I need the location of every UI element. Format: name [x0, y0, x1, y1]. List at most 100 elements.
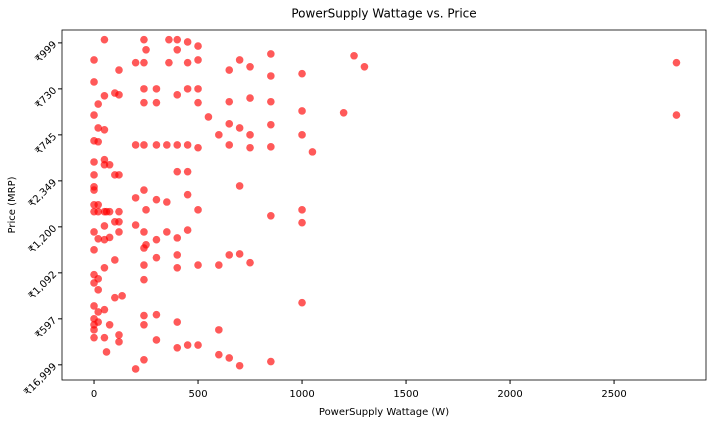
point: [298, 218, 306, 227]
point: [94, 308, 102, 316]
point: [194, 261, 202, 269]
point: [339, 108, 348, 117]
point: [90, 302, 98, 310]
point: [94, 275, 102, 283]
point: [235, 182, 244, 190]
point: [360, 62, 369, 71]
x-tick-label: 2000: [497, 389, 522, 400]
point: [215, 350, 223, 359]
point: [267, 97, 275, 106]
point: [105, 233, 114, 242]
point: [105, 207, 114, 216]
point: [165, 35, 173, 44]
point: [672, 58, 681, 67]
point: [131, 194, 140, 202]
point: [194, 98, 202, 107]
point: [267, 357, 275, 366]
point: [267, 143, 275, 151]
point: [115, 338, 123, 346]
point: [131, 221, 140, 229]
point: [225, 141, 234, 149]
chart-title: PowerSupply Wattage vs. Price: [291, 7, 476, 21]
point: [173, 263, 182, 272]
point: [100, 305, 109, 314]
point: [173, 318, 182, 326]
x-tick-label: 0: [91, 389, 97, 400]
point: [152, 310, 161, 319]
point: [235, 124, 244, 132]
point: [246, 143, 254, 152]
point: [94, 235, 102, 243]
point: [131, 365, 140, 373]
point: [225, 97, 234, 106]
point: [100, 91, 109, 100]
point: [350, 51, 358, 60]
x-tick-label: 1500: [393, 389, 418, 400]
point: [194, 42, 202, 50]
point: [267, 72, 275, 80]
point: [115, 331, 123, 339]
point: [246, 258, 254, 267]
point: [246, 94, 254, 102]
point: [90, 246, 98, 254]
point: [298, 131, 306, 139]
point: [142, 240, 150, 249]
point: [94, 207, 102, 216]
point: [111, 293, 119, 302]
point: [140, 228, 148, 236]
point: [163, 141, 171, 149]
point: [183, 190, 192, 199]
point: [118, 292, 126, 300]
point: [90, 158, 98, 166]
point: [105, 321, 114, 329]
point: [225, 120, 234, 128]
point: [94, 100, 102, 108]
point: [215, 131, 223, 139]
point: [100, 126, 109, 134]
point: [183, 58, 192, 67]
point: [105, 160, 114, 169]
point: [152, 336, 161, 344]
point: [111, 256, 119, 264]
point: [308, 148, 317, 156]
point: [140, 35, 148, 44]
point: [94, 124, 102, 132]
point: [90, 186, 98, 194]
point: [183, 167, 192, 176]
point: [94, 286, 102, 294]
point: [152, 85, 161, 93]
point: [102, 348, 111, 356]
point: [142, 206, 150, 214]
point: [298, 206, 306, 214]
point: [163, 198, 171, 206]
point: [140, 85, 148, 93]
point: [90, 111, 98, 119]
point: [100, 35, 109, 44]
point: [90, 326, 98, 334]
point: [246, 62, 254, 71]
point: [194, 143, 202, 152]
point: [152, 98, 161, 107]
point: [298, 298, 306, 307]
point: [131, 58, 140, 67]
point: [173, 45, 182, 54]
point: [183, 226, 192, 234]
point: [235, 361, 244, 370]
point: [183, 85, 192, 93]
point: [100, 160, 109, 169]
point: [267, 212, 275, 220]
point: [204, 113, 213, 121]
point: [140, 58, 148, 67]
point: [173, 234, 182, 242]
point: [173, 251, 182, 259]
point: [94, 200, 102, 209]
point: [298, 69, 306, 78]
point: [267, 120, 275, 129]
point: [100, 222, 109, 230]
point: [173, 167, 182, 176]
point: [94, 137, 102, 146]
point: [140, 261, 148, 269]
point: [173, 141, 182, 149]
point: [100, 333, 109, 342]
